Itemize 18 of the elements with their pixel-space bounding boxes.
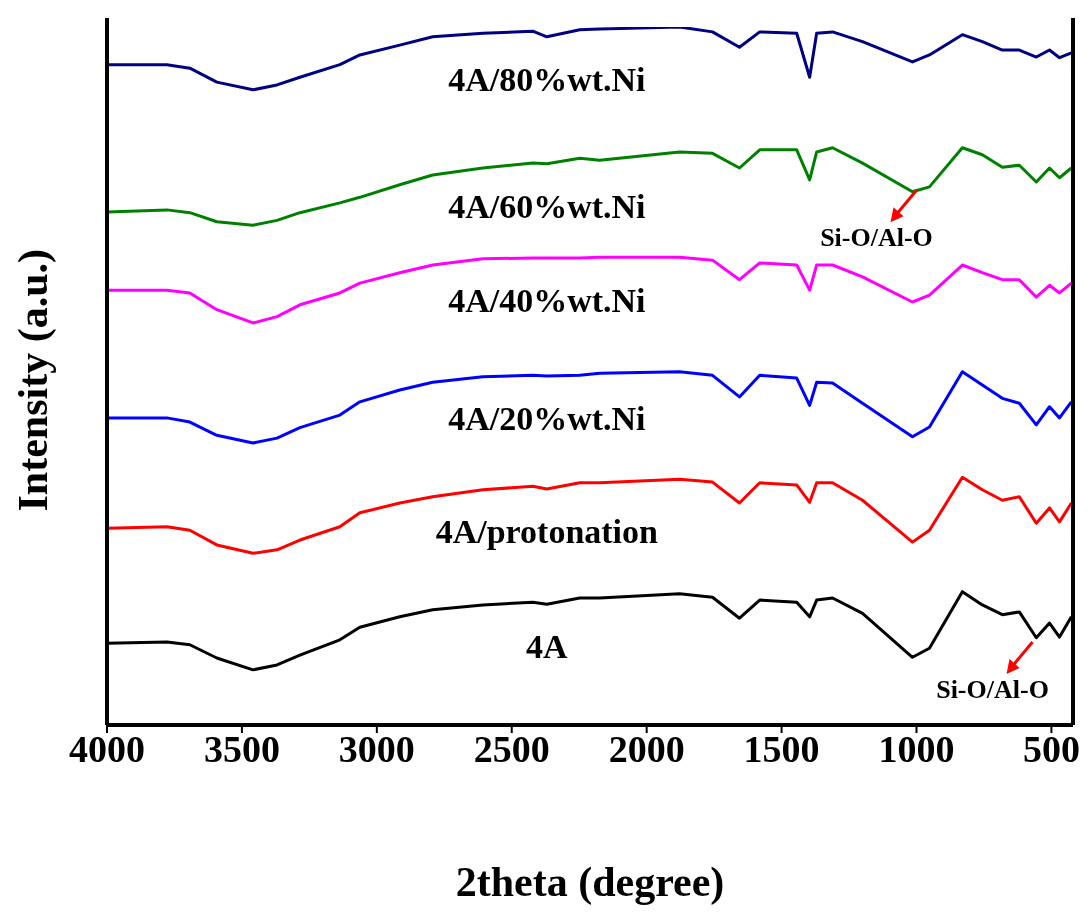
annotation: Si-O/Al-O bbox=[820, 223, 933, 253]
series-label: 4A/protonation bbox=[435, 512, 659, 550]
series-label: 4A bbox=[526, 628, 569, 666]
series-label: 4A/20%wt.Ni bbox=[448, 399, 646, 437]
series-label: 4A/80%wt.Ni bbox=[448, 60, 646, 98]
x-tick-label: 500 bbox=[1022, 727, 1080, 770]
x-tick-label: 2500 bbox=[473, 727, 550, 770]
x-tick-label: 1500 bbox=[743, 727, 820, 770]
series-label: 4A/60%wt.Ni bbox=[448, 187, 646, 225]
y-axis-title: Intensity (a.u.) bbox=[9, 248, 57, 512]
x-tick-label: 2000 bbox=[608, 727, 685, 770]
x-tick-label: 1000 bbox=[878, 727, 955, 770]
x-tick-label: 3000 bbox=[338, 727, 415, 770]
annotation: Si-O/Al-O bbox=[936, 674, 1049, 704]
x-tick-label: 3500 bbox=[203, 727, 280, 770]
x-tick-label: 4000 bbox=[69, 727, 145, 770]
series-label: 4A/40%wt.Ni bbox=[448, 281, 646, 319]
x-axis-title: 2theta (degree) bbox=[455, 859, 725, 906]
